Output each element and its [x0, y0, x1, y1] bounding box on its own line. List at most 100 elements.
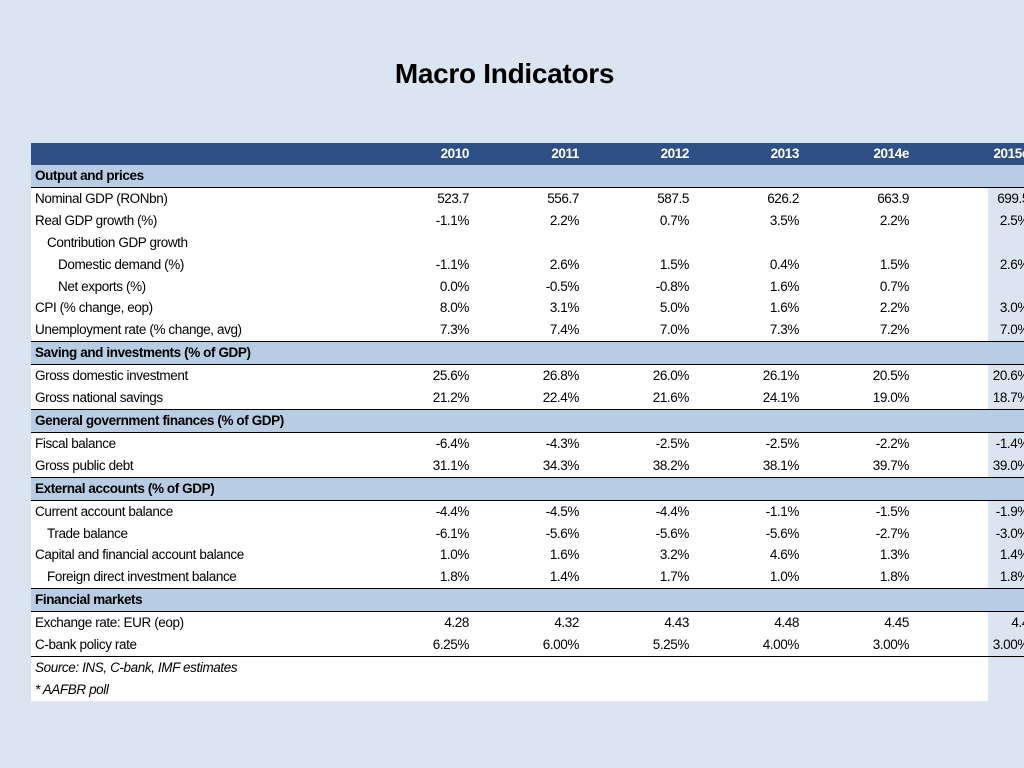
value-cell: 18.7% — [913, 387, 1024, 410]
section-title: Financial markets — [31, 588, 1024, 613]
section-title: Output and prices — [31, 165, 1024, 188]
value-cell: 1.0% — [439, 547, 470, 563]
value-cell: 663.9 — [877, 190, 909, 206]
value-cell: 2.2% — [879, 212, 910, 228]
value-cell: 556.7 — [547, 190, 579, 206]
value-cell: -2.5% — [765, 435, 800, 451]
table-row: Net exports (%) 0.0% -0.5% -0.8% 1.6% 0.7%- — [31, 276, 1024, 298]
row-label: Gross national savings — [31, 387, 363, 410]
table-body: Output and prices Nominal GDP (RONbn) 523.… — [31, 165, 1024, 701]
value-cell: 1.7% — [583, 566, 693, 590]
value-cell: 24.1% — [693, 387, 803, 410]
value-cell: 1.8% — [363, 566, 473, 590]
value-cell — [913, 232, 1024, 254]
table-row: Trade balance -6.1% -5.6% -5.6% -5.6% -2.7% -3… — [31, 523, 1024, 545]
value-cell: -6.4% — [435, 435, 470, 451]
value-cell: 38.1% — [693, 454, 803, 478]
value-cell: 1.3% — [879, 547, 910, 563]
row-label: CPI (% change, eop) — [35, 300, 153, 316]
row-label: Trade balance — [47, 525, 128, 541]
section-header-row: Financial markets — [31, 588, 1024, 613]
table-row: Real GDP growth (%) -1.1% 2.2% 0.7% 3.5% 2.2%… — [31, 210, 1024, 232]
value-cell: 587.5 — [657, 190, 689, 206]
value-cell — [473, 232, 583, 254]
header-year-cell: 2013 — [693, 143, 803, 165]
value-cell: 523.7 — [437, 190, 469, 206]
row-label: Contribution GDP growth — [47, 234, 188, 250]
row-label: Gross public debt — [31, 454, 363, 478]
row-label: Exchange rate: EUR (eop) — [35, 615, 184, 631]
note-row: Source: INS, C-bank, IMF estimates — [31, 656, 1024, 678]
value-cell: -5.6% — [655, 525, 690, 541]
table-row: Fiscal balance -6.4% -4.3% -2.5% -2.5% -2.2% -… — [31, 432, 1024, 454]
value-cell: 2.5% — [999, 212, 1024, 228]
value-cell: 0.7% — [879, 278, 910, 294]
note-row: * AAFBR poll — [31, 679, 1024, 701]
value-cell: 19.0% — [803, 387, 913, 410]
table-row: Current account balance -4.4% -4.5% -4.4% -1… — [31, 500, 1024, 522]
value-cell: -1.9% — [995, 503, 1024, 519]
value-cell: -4.3% — [545, 435, 580, 451]
header-year-cell: 2015e — [913, 143, 1024, 165]
section-header-row: Output and prices — [31, 165, 1024, 188]
value-cell: 1.6% — [549, 547, 580, 563]
value-cell: 1.4% — [473, 566, 583, 590]
source-note: Source: INS, C-bank, IMF estimates — [35, 659, 238, 675]
value-cell: 7.0% — [913, 319, 1024, 343]
value-cell: 6.25% — [363, 634, 473, 657]
row-label: Capital and financial account balance — [35, 547, 244, 563]
value-cell — [803, 232, 913, 254]
row-label: Fiscal balance — [35, 435, 116, 451]
value-cell: -2.5% — [655, 435, 690, 451]
row-label: Gross domestic investment — [35, 368, 188, 384]
value-cell: 4.45 — [884, 615, 909, 631]
value-cell: 7.3% — [693, 319, 803, 343]
value-cell: 3.0% — [999, 300, 1024, 316]
value-cell: 3.00% — [913, 634, 1024, 657]
value-cell: 0.4% — [769, 256, 800, 272]
value-cell: 1.5% — [879, 256, 910, 272]
poll-note: * AAFBR poll — [35, 681, 109, 697]
value-cell: 1.4% — [999, 547, 1024, 563]
table-row: Foreign direct investment balance 1.8% 1.4… — [31, 566, 1024, 590]
table-header-row: 2010 2011 2012 2013 2014e 2015e — [31, 143, 1024, 165]
value-cell: 7.4% — [473, 319, 583, 343]
table-row: Capital and financial account balance 1.0… — [31, 544, 1024, 566]
value-cell: 26.1% — [762, 368, 800, 384]
value-cell: -1.4% — [995, 435, 1024, 451]
value-cell: 1.0% — [693, 566, 803, 590]
value-cell: 1.8% — [913, 566, 1024, 590]
row-label: Unemployment rate (% change, avg) — [31, 319, 363, 343]
value-cell: 7.2% — [803, 319, 913, 343]
value-cell: 4.6% — [769, 547, 800, 563]
value-cell: 20.5% — [872, 368, 910, 384]
value-cell: 39.7% — [803, 454, 913, 478]
row-label: C-bank policy rate — [31, 634, 363, 657]
row-label: Domestic demand (%) — [58, 256, 184, 272]
value-cell: 2.6% — [999, 256, 1024, 272]
value-cell — [693, 232, 803, 254]
value-cell: 20.6% — [992, 368, 1024, 384]
value-cell: 1.6% — [769, 278, 800, 294]
value-cell: 21.6% — [583, 387, 693, 410]
table-row: Gross public debt 31.1% 34.3% 38.2% 38.1% 39.… — [31, 454, 1024, 478]
value-cell: -2.7% — [875, 525, 910, 541]
value-cell: 22.4% — [473, 387, 583, 410]
value-cell: 7.0% — [583, 319, 693, 343]
row-label: Current account balance — [35, 503, 173, 519]
value-cell: 699.5 — [997, 190, 1024, 206]
table-row: CPI (% change, eop) 8.0% 3.1% 5.0% 1.6% 2.2% 3… — [31, 297, 1024, 319]
value-cell: -4.5% — [545, 503, 580, 519]
table-row: C-bank policy rate 6.25% 6.00% 5.25% 4.00% 3.… — [31, 634, 1024, 657]
value-cell: -0.5% — [545, 278, 580, 294]
value-cell: 26.8% — [542, 368, 580, 384]
value-cell: -1.1% — [435, 256, 470, 272]
value-cell: -4.4% — [435, 503, 470, 519]
value-cell: 1.6% — [769, 300, 800, 316]
section-title: Saving and investments (% of GDP) — [31, 341, 1024, 366]
value-cell: 2.6% — [549, 256, 580, 272]
table-row: Gross domestic investment 25.6% 26.8% 26.0%… — [31, 365, 1024, 387]
value-cell — [583, 232, 693, 254]
row-label: Real GDP growth (%) — [35, 212, 157, 228]
value-cell: 0.0% — [439, 278, 470, 294]
